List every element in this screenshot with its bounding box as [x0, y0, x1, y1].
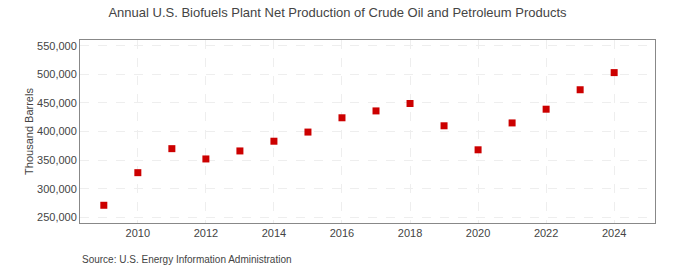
svg-text:500,000: 500,000 — [37, 68, 77, 80]
svg-text:2020: 2020 — [466, 227, 490, 239]
svg-text:400,000: 400,000 — [37, 125, 77, 137]
svg-text:2022: 2022 — [534, 227, 558, 239]
svg-text:Thousand Barrels: Thousand Barrels — [23, 88, 35, 175]
svg-text:2012: 2012 — [194, 227, 218, 239]
svg-text:2016: 2016 — [330, 227, 354, 239]
svg-text:450,000: 450,000 — [37, 97, 77, 109]
svg-text:250,000: 250,000 — [37, 211, 77, 223]
svg-text:2014: 2014 — [262, 227, 286, 239]
svg-text:550,000: 550,000 — [37, 40, 77, 52]
svg-text:Source: U.S. Energy Informatio: Source: U.S. Energy Information Administ… — [82, 254, 292, 265]
svg-text:2018: 2018 — [398, 227, 422, 239]
svg-text:350,000: 350,000 — [37, 154, 77, 166]
svg-text:Annual U.S. Biofuels Plant Net: Annual U.S. Biofuels Plant Net Productio… — [108, 5, 567, 20]
svg-text:2024: 2024 — [602, 227, 626, 239]
svg-text:300,000: 300,000 — [37, 183, 77, 195]
svg-text:2010: 2010 — [126, 227, 150, 239]
